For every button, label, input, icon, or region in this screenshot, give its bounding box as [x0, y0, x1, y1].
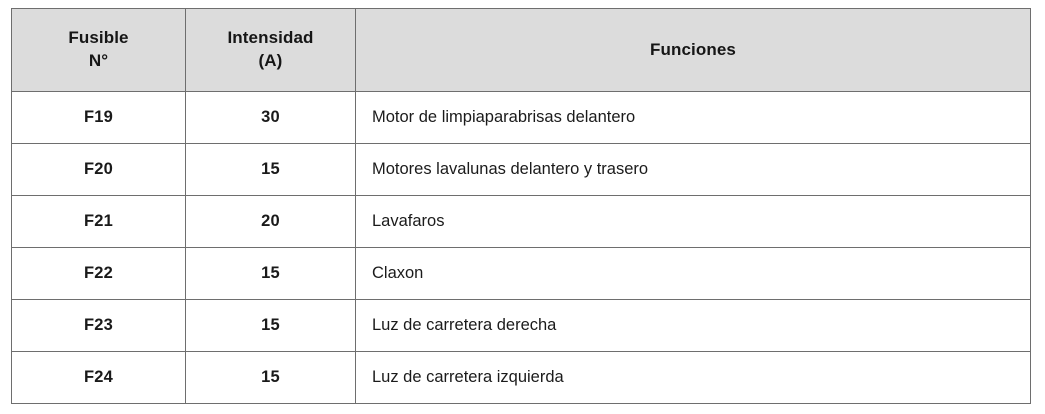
- cell-fuse-number: F24: [11, 351, 186, 404]
- cell-functions: Motores lavalunas delantero y trasero: [355, 143, 1031, 196]
- column-header-functions-line-1: Funciones: [650, 39, 736, 59]
- cell-intensity: 20: [185, 195, 356, 248]
- cell-fuse-number: F20: [11, 143, 186, 196]
- cell-fuse-number: F19: [11, 91, 186, 144]
- table-row: F19 30 Motor de limpiaparabrisas delante…: [11, 91, 1031, 144]
- fuse-assignment-table: Fusible N° Intensidad (A) Funciones F19 …: [11, 8, 1031, 404]
- column-header-fuse-number-line-2: N°: [88, 51, 109, 70]
- cell-intensity: 30: [185, 91, 356, 144]
- header-row: Fusible N° Intensidad (A) Funciones: [11, 8, 1031, 92]
- column-header-functions: Funciones: [355, 8, 1031, 92]
- table-header: Fusible N° Intensidad (A) Funciones: [11, 8, 1031, 92]
- cell-fuse-number: F22: [11, 247, 186, 300]
- table-row: F23 15 Luz de carretera derecha: [11, 299, 1031, 352]
- column-header-intensity-line-1: Intensidad: [227, 28, 314, 48]
- table-row: F20 15 Motores lavalunas delantero y tra…: [11, 143, 1031, 196]
- column-header-fuse-number: Fusible N°: [11, 8, 186, 92]
- cell-functions: Motor de limpiaparabrisas delantero: [355, 91, 1031, 144]
- cell-intensity: 15: [185, 143, 356, 196]
- column-header-intensity: Intensidad (A): [185, 8, 356, 92]
- table-row: F22 15 Claxon: [11, 247, 1031, 300]
- cell-intensity: 15: [185, 299, 356, 352]
- cell-intensity: 15: [185, 247, 356, 300]
- cell-functions: Luz de carretera izquierda: [355, 351, 1031, 404]
- cell-functions: Lavafaros: [355, 195, 1031, 248]
- cell-fuse-number: F21: [11, 195, 186, 248]
- column-header-fuse-number-line-1: Fusible: [68, 28, 129, 48]
- cell-functions: Luz de carretera derecha: [355, 299, 1031, 352]
- cell-intensity: 15: [185, 351, 356, 404]
- cell-functions: Claxon: [355, 247, 1031, 300]
- column-header-intensity-line-2: (A): [258, 51, 283, 70]
- cell-fuse-number: F23: [11, 299, 186, 352]
- table-body: F19 30 Motor de limpiaparabrisas delante…: [11, 91, 1031, 404]
- table-row: F21 20 Lavafaros: [11, 195, 1031, 248]
- table-row: F24 15 Luz de carretera izquierda: [11, 351, 1031, 404]
